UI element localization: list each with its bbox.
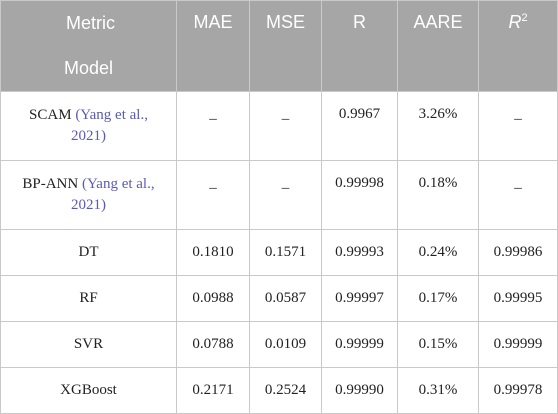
cell-aare: 0.31% (397, 367, 479, 414)
cell-mae: 0.1810 (176, 229, 250, 276)
cell-r: 0.99998 (321, 160, 398, 230)
model-cell: SCAM (Yang et al., 2021) (0, 91, 177, 161)
citation-link[interactable]: (Yang et al., (75, 107, 148, 123)
table-row: SVR 0.0788 0.0109 0.99999 0.15% 0.99999 (0, 321, 558, 368)
model-name: RF (0, 275, 177, 322)
table-row: DT 0.1810 0.1571 0.99993 0.24% 0.99986 (0, 229, 558, 276)
cell-mse: 0.0587 (249, 275, 322, 322)
r2-base: R (508, 12, 522, 32)
header-aare: AARE (397, 0, 479, 92)
table-row: SCAM (Yang et al., 2021) _ _ 0.9967 3.26… (0, 91, 558, 161)
header-mae: MAE (176, 0, 250, 92)
cell-mae: _ (176, 91, 250, 161)
citation-year: 2021) (71, 128, 106, 144)
cell-r: 0.99997 (321, 275, 398, 322)
cell-aare: 0.15% (397, 321, 479, 368)
header-r-squared: R2 (478, 0, 558, 92)
model-name: DT (0, 229, 177, 276)
header-mse: MSE (249, 0, 322, 92)
header-row: Metric Model MAE MSE R AARE R2 (0, 0, 558, 92)
model-name: XGBoost (0, 367, 177, 414)
cell-r2: 0.99999 (478, 321, 558, 368)
cell-mse: _ (249, 91, 322, 161)
citation-link[interactable]: (Yang et al., (82, 176, 155, 192)
model-cell: BP-ANN (Yang et al., 2021) (0, 160, 177, 230)
cell-mse: 0.0109 (249, 321, 322, 368)
cell-mae: _ (176, 160, 250, 230)
cell-r: 0.99993 (321, 229, 398, 276)
cell-r: 0.9967 (321, 91, 398, 161)
cell-mse: 0.2524 (249, 367, 322, 414)
r2-superscript: 2 (521, 12, 528, 24)
table-row: RF 0.0988 0.0587 0.99997 0.17% 0.99995 (0, 275, 558, 322)
table-row: XGBoost 0.2171 0.2524 0.99990 0.31% 0.99… (0, 367, 558, 414)
citation-year-link[interactable]: 2021) (71, 197, 106, 213)
cell-r2: _ (478, 91, 558, 161)
cell-mse: 0.1571 (249, 229, 322, 276)
cell-r: 0.99990 (321, 367, 398, 414)
citation-year-link[interactable]: 2021) (71, 128, 106, 144)
citation-text: (Yang et al., (75, 107, 148, 123)
cell-mae: 0.0988 (176, 275, 250, 322)
cell-aare: 0.17% (397, 275, 479, 322)
model-name: BP-ANN (22, 176, 79, 192)
table-row: BP-ANN (Yang et al., 2021) _ _ 0.99998 0… (0, 160, 558, 230)
citation-year: 2021) (71, 197, 106, 213)
cell-mae: 0.0788 (176, 321, 250, 368)
model-name: SCAM (29, 107, 72, 123)
header-r: R (321, 0, 398, 92)
corner-header-cell: Metric Model (0, 0, 177, 92)
cell-mae: 0.2171 (176, 367, 250, 414)
citation-text: (Yang et al., (81, 176, 155, 192)
cell-aare: 0.18% (397, 160, 479, 230)
cell-r2: 0.99995 (478, 275, 558, 322)
cell-aare: 0.24% (397, 229, 479, 276)
model-name: SVR (0, 321, 177, 368)
metric-label: Metric (66, 13, 115, 33)
cell-mse: _ (249, 160, 322, 230)
cell-r2: 0.99978 (478, 367, 558, 414)
cell-aare: 3.26% (397, 91, 479, 161)
model-label: Model (63, 58, 114, 78)
cell-r: 0.99999 (321, 321, 398, 368)
cell-r2: _ (478, 160, 558, 230)
cell-r2: 0.99986 (478, 229, 558, 276)
